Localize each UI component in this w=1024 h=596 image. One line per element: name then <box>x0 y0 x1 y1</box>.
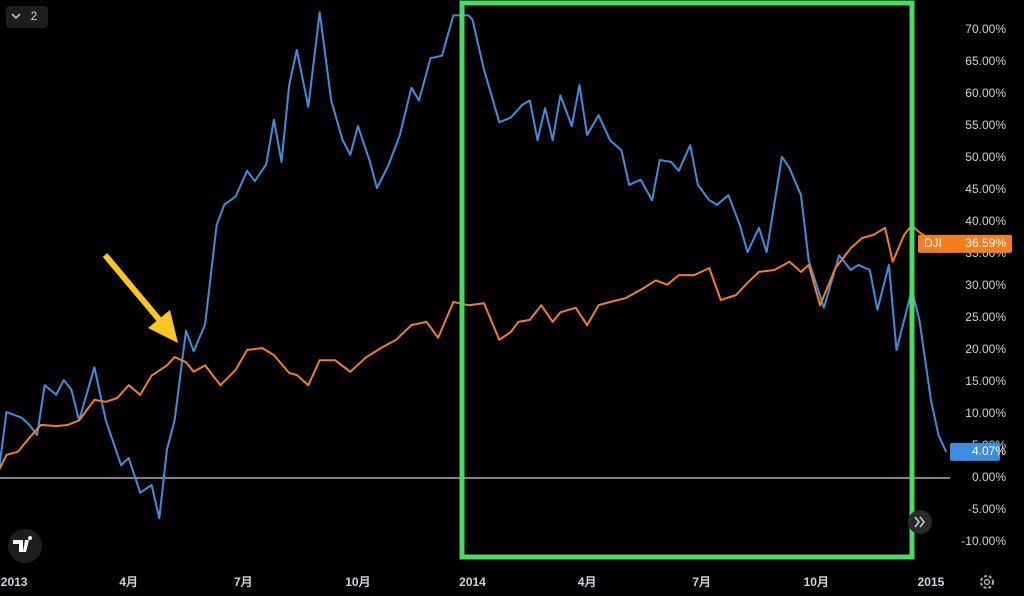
scroll-bg[interactable] <box>908 510 932 534</box>
price-label-value: 4.07% <box>972 444 1006 458</box>
y-tick-label: 40.00% <box>965 214 1006 228</box>
x-tick-label: 7月 <box>234 575 253 589</box>
y-tick-label: 60.00% <box>965 86 1006 100</box>
y-tick-label: 30.00% <box>965 278 1006 292</box>
pane-button[interactable] <box>6 6 48 28</box>
gear-center <box>983 578 991 586</box>
logo[interactable] <box>8 529 42 563</box>
price-label: 4.07% <box>950 442 1006 461</box>
x-tick-label: 4月 <box>578 575 597 589</box>
pane-toggle[interactable]: 2 <box>6 6 48 28</box>
y-tick-label: 0.00% <box>972 470 1006 484</box>
scroll-button[interactable] <box>908 510 932 534</box>
arrow <box>102 253 178 343</box>
y-tick-label: 70.00% <box>965 22 1006 36</box>
price-label: DJI 36.59% <box>918 234 1012 253</box>
y-tick-label: 65.00% <box>965 54 1006 68</box>
x-tick-label: 10月 <box>345 575 370 589</box>
y-tick-label: 50.00% <box>965 150 1006 164</box>
pane-count: 2 <box>31 9 38 23</box>
x-tick-label: 2015 <box>918 575 945 589</box>
scroll-icon <box>919 516 925 528</box>
arrow-head <box>148 310 178 343</box>
scroll-icon <box>914 516 920 528</box>
y-tick-label: 20.00% <box>965 342 1006 356</box>
price-label-bg <box>950 442 1000 461</box>
x-tick-label: 2014 <box>459 575 486 589</box>
series-line <box>0 11 948 520</box>
y-tick-label: -10.00% <box>961 534 1006 548</box>
y-tick-label: 55.00% <box>965 118 1006 132</box>
gear[interactable] <box>980 575 994 589</box>
arrow-shaft <box>102 253 165 325</box>
y-tick-label: 45.00% <box>965 182 1006 196</box>
y-tick-label: 25.00% <box>965 310 1006 324</box>
series-line <box>0 224 947 471</box>
x-tick-label: 2013 <box>1 575 28 589</box>
logo-mark <box>13 536 33 552</box>
price-label-name: DJI <box>924 236 942 250</box>
settings[interactable] <box>980 575 994 589</box>
y-tick-label: 15.00% <box>965 374 1006 388</box>
chevron <box>11 13 21 20</box>
x-tick-label: 10月 <box>804 575 829 589</box>
highlight-box <box>459 0 915 560</box>
y-tick-label: -5.00% <box>968 502 1006 516</box>
price-label-value: 36.59% <box>965 236 1006 250</box>
x-tick-label: 7月 <box>692 575 711 589</box>
y-tick-label: 10.00% <box>965 406 1006 420</box>
x-tick-label: 4月 <box>119 575 138 589</box>
price-label-bg <box>918 234 1012 253</box>
